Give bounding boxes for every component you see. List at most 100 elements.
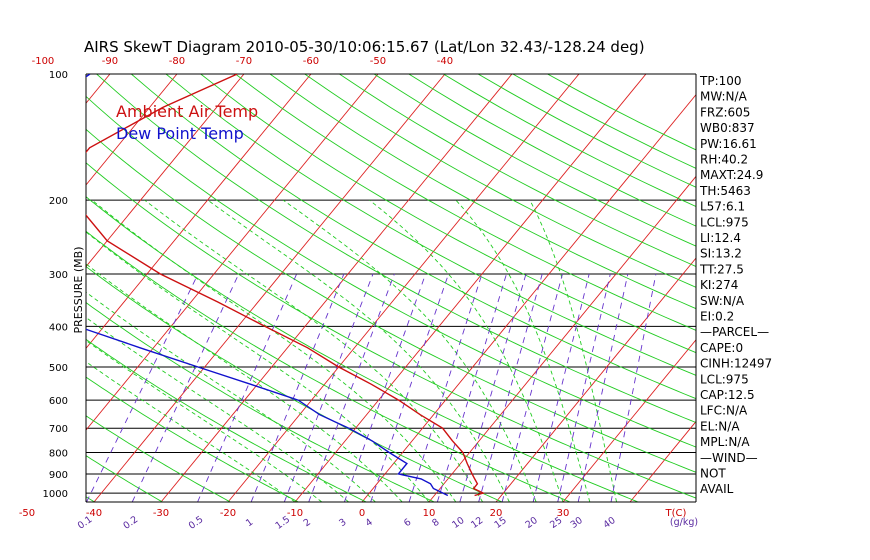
moist-adiabat [455,199,591,502]
index-entry: AVAIL [700,482,734,496]
index-entry: FRZ:605 [700,105,750,119]
isotherm-line [629,420,696,502]
moist-adiabat [91,199,457,502]
moist-adiabat [86,316,349,502]
pressure-tick-label: 300 [49,270,68,281]
series-group [86,74,486,497]
mixing-ratio-line [86,273,199,502]
index-entry: TP:100 [699,74,742,88]
bottom-temp-tick-label: 30 [557,508,570,519]
plot-frame [85,73,697,503]
dry-adiabat [86,415,231,502]
top-temp-tick-label: -70 [236,56,252,67]
mixing-ratio-line [577,273,629,502]
mixing-ratio-line [197,273,298,502]
isotherm-line [562,339,696,502]
dry-adiabat [131,74,696,400]
dry-adiabat [373,74,696,247]
mixing-ratio-line [370,273,449,502]
pressure-tick-label: 100 [49,70,68,81]
isotherm-line [361,93,696,502]
top-temp-tick-label: -90 [102,56,118,67]
top-temp-tick-label: -80 [169,56,185,67]
mixing-ratio-tick-label: 40 [601,515,617,531]
top-temp-tick-label: -60 [303,56,319,67]
mixing-ratio-line [343,273,427,502]
dry-adiabat [269,74,696,310]
isotherm-line [86,74,379,431]
bottom-temp-tick-label: 0 [359,508,365,519]
dry-adiabat [86,455,163,502]
y-axis-label: PRESSURE (MB) [72,247,85,334]
moist-adiabat [207,199,510,502]
pressure-tick-label: 400 [49,322,68,333]
isotherm-line [86,74,111,104]
moist-adiabat [529,199,618,502]
mixing-ratio-line [478,273,543,502]
dry-adiabat [0,74,27,502]
legend: Ambient Air Temp Dew Point Temp [116,102,258,143]
dry-adiabat [512,74,696,169]
mixing-ratio-tick-label: 6 [402,517,413,529]
pressure-tick-label: 600 [49,396,68,407]
index-entry: CAPE:0 [700,341,743,355]
chart-title: AIRS SkewT Diagram 2010-05-30/10:06:15.6… [84,38,645,56]
pressure-tick-label: 500 [49,363,68,374]
moist-adiabat [86,339,323,502]
dry-adiabat [339,74,696,267]
dry-adiabat [86,338,367,502]
index-entry: MAXT:24.9 [700,168,763,182]
moist-adiabat [283,199,537,502]
isotherm-line [227,74,580,502]
index-entry: LCL:975 [700,372,749,386]
index-entry: —PARCEL— [700,325,769,339]
top-temp-tick-label: -100 [32,56,55,67]
dry-adiabat [86,301,435,502]
bottom-temp-unit-label: T(C) [665,508,687,519]
mixing-ratio-tick-label: 20 [524,515,540,531]
index-entry: CAP:12.5 [700,388,755,402]
mixing-ratio-line [557,273,611,502]
mixing-ratio-tick-label: 1 [244,517,255,529]
isotherm-line [86,74,312,350]
bottom-temp-tick-label: -30 [153,508,169,519]
isotherm-line [86,74,178,186]
index-entry: SW:N/A [700,294,745,308]
mixing-ratio-tick-label: 10 [450,515,466,531]
mixing-ratio-line [308,273,395,502]
index-entry: KI:274 [700,278,738,292]
mixing-ratio-line [250,273,345,502]
mixing-ratio-tick-label: 0.2 [121,514,140,532]
mixing-ratio-line [131,273,240,502]
index-entry: TT:27.5 [699,262,744,276]
index-entry: CINH:12497 [700,357,772,371]
top-temp-tick-label: -50 [370,56,386,67]
dry-adiabat [86,230,571,502]
index-entry: LFC:N/A [700,404,748,418]
bottom-temp-tick-label: -40 [86,508,102,519]
legend-entry: Dew Point Temp [116,124,244,143]
dry-adiabat [86,265,503,502]
index-entry: NOT [700,467,726,481]
legend-entry: Ambient Air Temp [116,102,258,121]
bottom-temp-tick-label: 10 [423,508,436,519]
mixing-ratio-tick-label: 2 [302,517,313,529]
isotherm-line [428,175,696,502]
index-entry: LCL:975 [700,215,749,229]
dry-adiabat [165,74,696,376]
index-entry: SI:13.2 [700,247,742,261]
index-entry: LI:12.4 [700,231,741,245]
dry-adiabat [96,74,696,424]
isotherm-line [294,74,647,502]
index-entry: WB0:837 [700,121,755,135]
moist-adiabat [86,291,376,502]
index-entry: RH:40.2 [700,153,748,167]
pressure-tick-label: 1000 [43,489,68,500]
mixing-ratio-line [610,273,657,502]
index-entry: EI:0.2 [700,310,734,324]
moist-adiabat [144,199,483,502]
pressure-tick-label: 800 [49,449,68,460]
mixing-ratio-unit-label: (g/kg) [670,517,698,528]
bottom-temp-tick-label: 20 [490,508,503,519]
